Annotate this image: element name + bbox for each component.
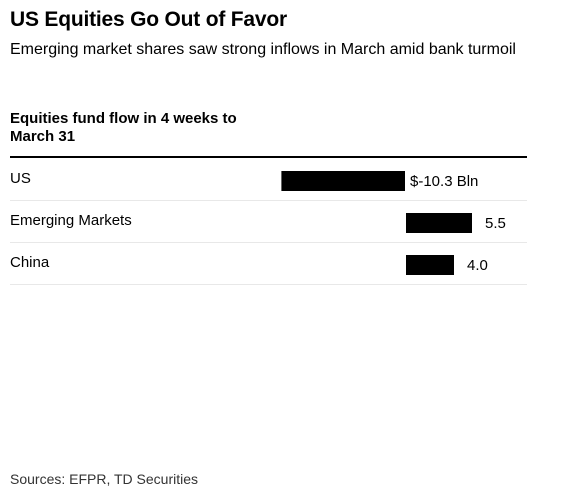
category-label: Emerging Markets	[10, 212, 132, 229]
value-label: 5.5	[485, 215, 506, 232]
chart-title: US Equities Go Out of Favor	[10, 8, 287, 31]
chart-subtitle: Emerging market shares saw strong inflow…	[10, 41, 516, 58]
category-label: US	[10, 170, 31, 187]
table-row: China	[10, 242, 527, 285]
header-rule	[10, 156, 527, 158]
value-label: $-10.3 Bln	[410, 173, 478, 190]
bar	[406, 255, 454, 275]
table-row: Emerging Markets	[10, 200, 527, 243]
bar	[281, 171, 405, 191]
category-label: China	[10, 254, 50, 271]
bar	[406, 213, 472, 233]
sources-note: Sources: EFPR, TD Securities	[10, 471, 199, 487]
table-row: US	[10, 158, 527, 201]
column-header: Equities fund flow in 4 weeks to March 3…	[10, 110, 237, 145]
value-label: 4.0	[467, 257, 488, 274]
